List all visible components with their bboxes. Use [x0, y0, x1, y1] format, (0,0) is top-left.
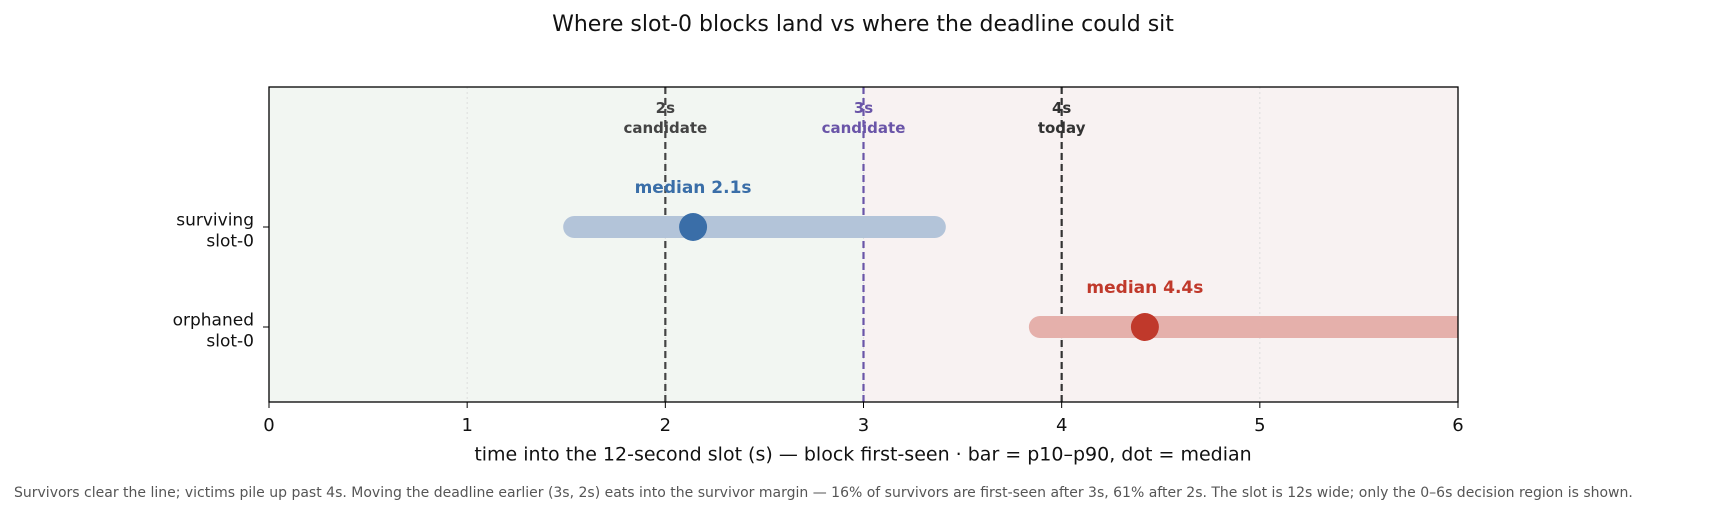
overlay: 0 1 2 3 4 5 6 2s candidate 3s candidate 4s today medi… [173, 86, 1464, 436]
x-tick-label: 5 [1254, 415, 1265, 436]
x-tick-label: 3 [858, 415, 869, 436]
x-tick-label: 6 [1452, 415, 1463, 436]
deadline-label: 3s candidate [822, 99, 906, 137]
plot-area [269, 87, 1458, 402]
deadline-label: 4s today [1038, 99, 1086, 137]
x-tick-label: 1 [461, 415, 472, 436]
median-label: median 2.1s [635, 178, 752, 198]
median-label: median 4.4s [1086, 278, 1203, 298]
median-dot [1130, 313, 1159, 341]
plot-frame [268, 86, 1459, 403]
x-tick-label: 2 [660, 415, 671, 436]
region [269, 87, 864, 402]
category-label: orphaned slot-0 [173, 311, 254, 352]
category-label: surviving slot-0 [176, 211, 254, 252]
x-axis-label: time into the 12-second slot (s) — block… [474, 444, 1251, 466]
chart-title: Where slot-0 blocks land vs where the de… [552, 12, 1174, 37]
median-dot [679, 213, 708, 241]
x-tick-label: 0 [263, 415, 274, 436]
x-tick-label: 4 [1056, 415, 1067, 436]
deadline-label: 2s candidate [623, 99, 707, 137]
footnote: Survivors clear the line; victims pile u… [14, 485, 1633, 501]
region [863, 87, 1458, 402]
